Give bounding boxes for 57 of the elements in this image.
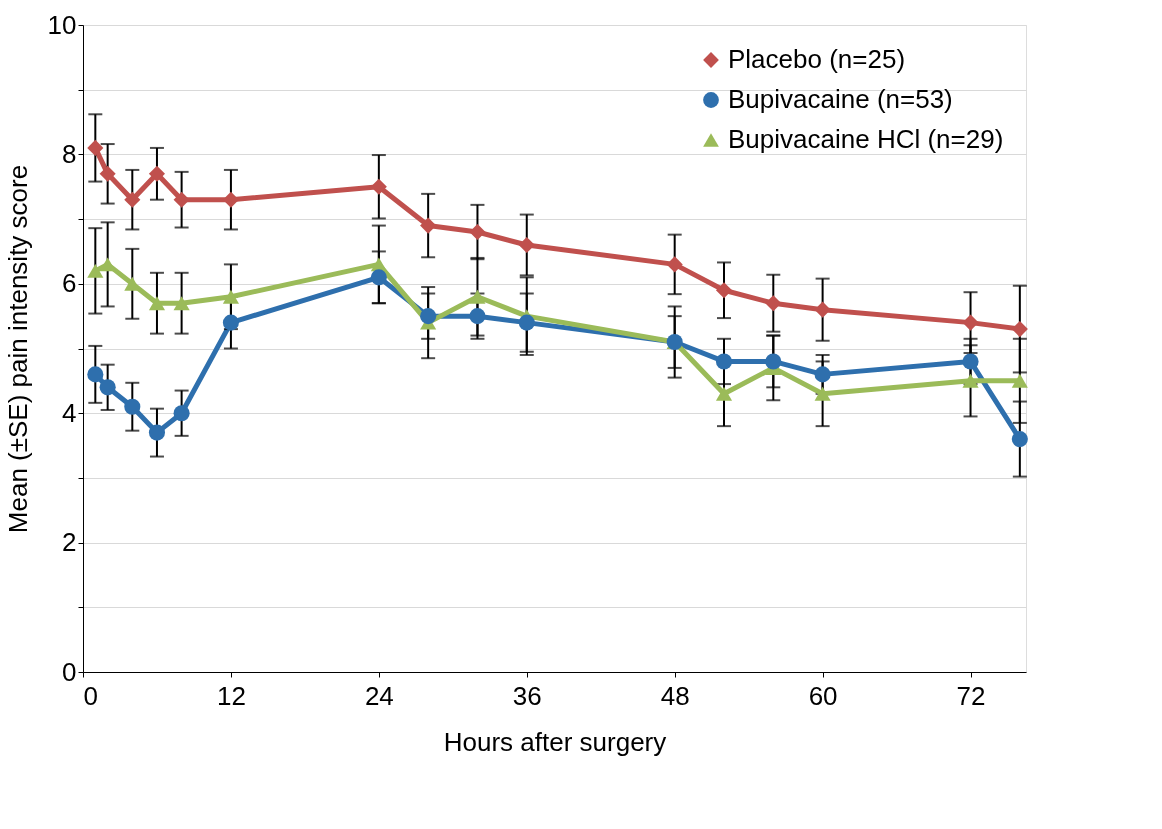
- point: [420, 217, 437, 234]
- x-tick-label: 48: [660, 680, 690, 711]
- point: [124, 191, 141, 208]
- point: [469, 308, 486, 325]
- x-tick-label: 0: [83, 680, 98, 711]
- point: [148, 165, 166, 182]
- x-tick-label: 72: [956, 680, 986, 711]
- point: [87, 366, 104, 383]
- legend-label: Placebo (n=25): [728, 44, 906, 74]
- y-tick-label: 10: [47, 9, 77, 40]
- point: [173, 296, 190, 311]
- point: [715, 386, 733, 401]
- point: [814, 366, 831, 383]
- point: [962, 373, 979, 388]
- y-tick-label: 4: [62, 397, 77, 428]
- y-tick-label: 6: [62, 268, 77, 299]
- y-tick-label: 8: [62, 138, 77, 169]
- point: [370, 269, 387, 286]
- y-tick-label: 0: [62, 656, 77, 687]
- point: [814, 386, 831, 401]
- x-tick-label: 12: [216, 680, 246, 711]
- x-tick-label: 24: [364, 680, 394, 711]
- y-tick-label: 2: [62, 527, 77, 558]
- point: [99, 165, 116, 182]
- point: [765, 295, 782, 312]
- point: [1011, 321, 1028, 338]
- point: [370, 178, 387, 195]
- point: [99, 379, 116, 396]
- point: [173, 405, 190, 422]
- point: [715, 353, 733, 370]
- point: [814, 301, 831, 318]
- point: [148, 296, 166, 311]
- point: [222, 314, 239, 331]
- point: [518, 314, 535, 331]
- y-axis-title: Mean (±SE) pain intensity score: [2, 164, 33, 534]
- point: [666, 256, 683, 273]
- point: [124, 398, 141, 415]
- point: [420, 308, 437, 325]
- x-tick-label: 36: [512, 680, 542, 711]
- x-tick-label: 60: [808, 680, 838, 711]
- legend-label: Bupivacaine (n=53): [728, 84, 953, 114]
- point: [469, 223, 486, 241]
- point: [1011, 431, 1028, 448]
- point: [962, 314, 979, 331]
- point: [962, 353, 979, 370]
- point: [87, 263, 104, 278]
- legend-label: Bupivacaine HCl (n=29): [728, 124, 1004, 154]
- point: [148, 424, 166, 441]
- point: [222, 289, 239, 304]
- point: [87, 139, 104, 156]
- point: [173, 191, 190, 208]
- point: [765, 353, 782, 370]
- point: [469, 289, 486, 304]
- x-axis-title: Hours after surgery: [443, 726, 667, 757]
- point: [518, 236, 535, 254]
- point: [715, 282, 733, 299]
- point: [1011, 373, 1028, 388]
